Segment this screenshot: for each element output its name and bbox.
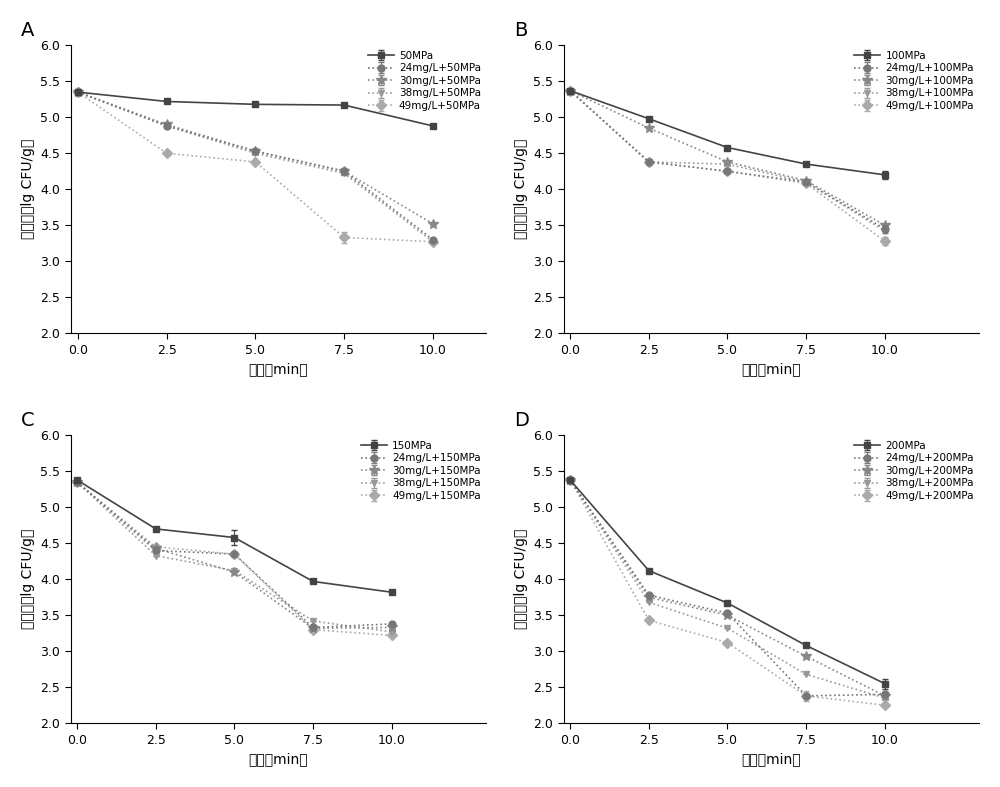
X-axis label: 时间（min）: 时间（min） [249, 752, 308, 767]
X-axis label: 时间（min）: 时间（min） [249, 362, 308, 376]
Legend: 100MPa, 24mg/L+100MPa, 30mg/L+100MPa, 38mg/L+100MPa, 49mg/L+100MPa: 100MPa, 24mg/L+100MPa, 30mg/L+100MPa, 38… [851, 47, 977, 114]
Legend: 50MPa, 24mg/L+50MPa, 30mg/L+50MPa, 38mg/L+50MPa, 49mg/L+50MPa: 50MPa, 24mg/L+50MPa, 30mg/L+50MPa, 38mg/… [365, 47, 484, 114]
Y-axis label: 活菌数（lg CFU/g）: 活菌数（lg CFU/g） [21, 139, 35, 239]
Legend: 200MPa, 24mg/L+200MPa, 30mg/L+200MPa, 38mg/L+200MPa, 49mg/L+200MPa: 200MPa, 24mg/L+200MPa, 30mg/L+200MPa, 38… [851, 438, 977, 504]
Text: A: A [21, 20, 34, 39]
Y-axis label: 活菌数（lg CFU/g）: 活菌数（lg CFU/g） [21, 529, 35, 630]
X-axis label: 时间（min）: 时间（min） [742, 362, 801, 376]
Legend: 150MPa, 24mg/L+150MPa, 30mg/L+150MPa, 38mg/L+150MPa, 49mg/L+150MPa: 150MPa, 24mg/L+150MPa, 30mg/L+150MPa, 38… [358, 438, 484, 504]
Text: C: C [21, 411, 35, 430]
Text: B: B [514, 20, 527, 39]
X-axis label: 时间（min）: 时间（min） [742, 752, 801, 767]
Y-axis label: 活菌数（lg CFU/g）: 活菌数（lg CFU/g） [514, 139, 528, 239]
Y-axis label: 活菌数（lg CFU/g）: 活菌数（lg CFU/g） [514, 529, 528, 630]
Text: D: D [514, 411, 529, 430]
